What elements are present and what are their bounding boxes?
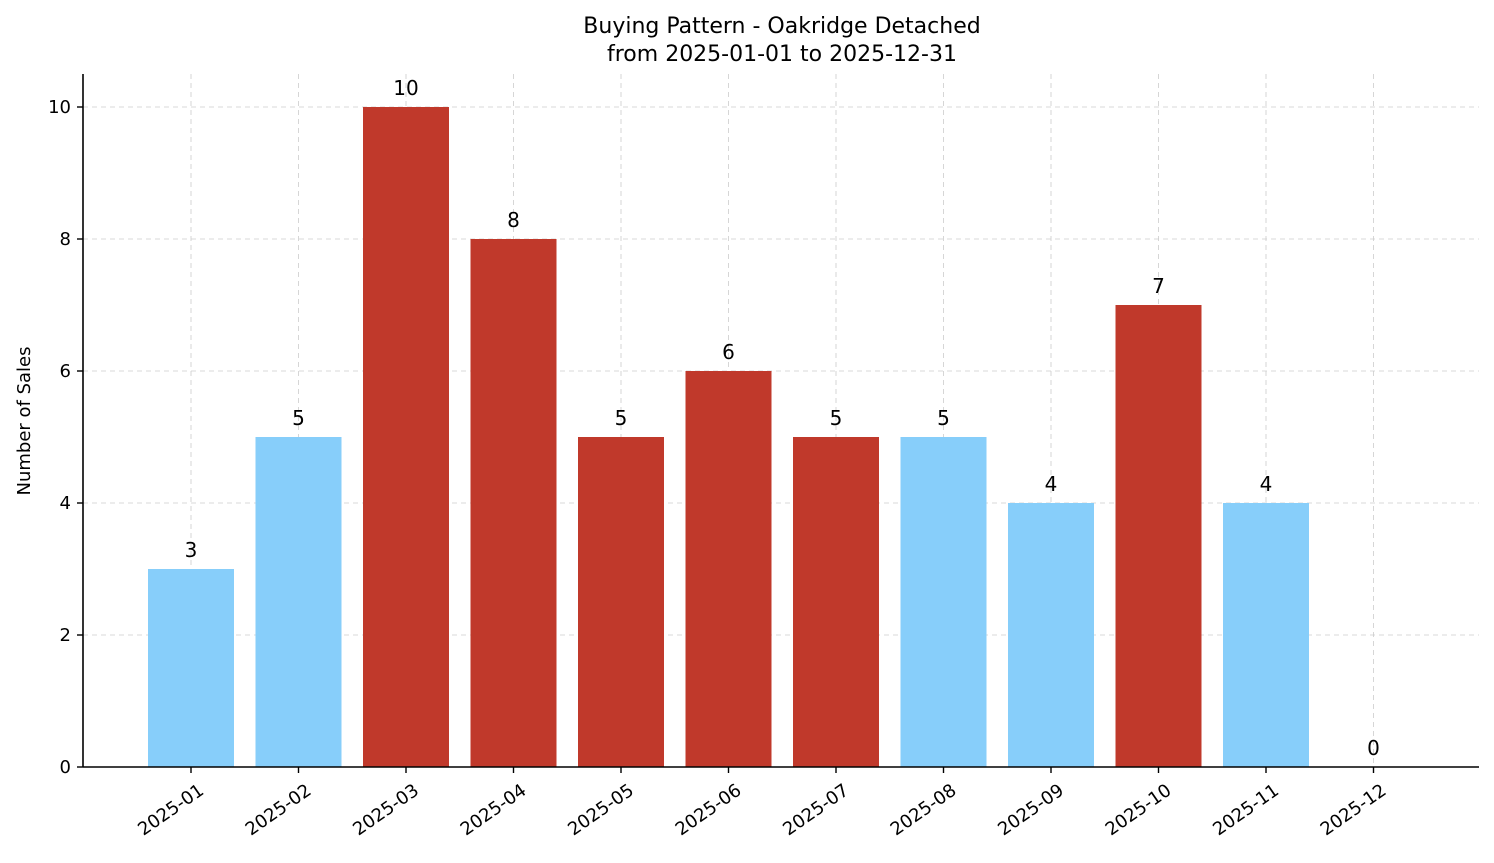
bar-2025-10	[1115, 305, 1202, 767]
x-tick-label: 2025-07	[779, 780, 853, 840]
data-label-2025-02: 5	[292, 406, 305, 430]
bar-2025-03	[363, 107, 449, 767]
axes	[77, 74, 1479, 773]
data-label-2025-10: 7	[1152, 274, 1165, 298]
data-label-2025-11: 4	[1260, 472, 1273, 496]
y-tick-label: 8	[60, 229, 71, 250]
y-tick-label: 0	[60, 757, 71, 778]
x-tick-label: 2025-10	[1102, 780, 1176, 840]
data-label-2025-06: 6	[722, 340, 735, 364]
data-label-2025-05: 5	[615, 406, 628, 430]
x-tick-label: 2025-04	[457, 780, 531, 840]
data-label-2025-07: 5	[830, 406, 843, 430]
x-tick-label: 2025-11	[1209, 780, 1283, 840]
x-tick-label: 2025-02	[242, 780, 316, 840]
chart-subtitle: from 2025-01-01 to 2025-12-31	[607, 42, 957, 67]
y-tick-label: 2	[60, 625, 71, 646]
bar-2025-06	[685, 371, 772, 767]
bar-2025-02	[255, 437, 342, 767]
data-label-2025-03: 10	[393, 76, 418, 100]
chart-title: Buying Pattern - Oakridge Detached	[583, 14, 980, 39]
data-label-2025-12: 0	[1367, 736, 1380, 760]
bar-2025-07	[793, 437, 879, 767]
y-axis-label: Number of Sales	[14, 346, 35, 495]
bar-2025-09	[1008, 503, 1094, 767]
x-tick-label: 2025-03	[349, 780, 423, 840]
bars	[148, 107, 1309, 767]
x-tick-label: 2025-06	[672, 780, 746, 840]
data-label-2025-04: 8	[507, 208, 520, 232]
x-tick-label: 2025-09	[994, 780, 1068, 840]
x-tick-label: 2025-08	[887, 780, 961, 840]
data-label-2025-08: 5	[937, 406, 950, 430]
y-tick-label: 4	[60, 493, 71, 514]
bar-2025-08	[900, 437, 987, 767]
bar-2025-01	[148, 569, 234, 767]
data-label-2025-01: 3	[185, 538, 198, 562]
bar-2025-05	[578, 437, 664, 767]
x-tick-label: 2025-01	[134, 780, 208, 840]
y-tick-label: 10	[48, 97, 71, 118]
x-tick-label: 2025-05	[564, 780, 638, 840]
bar-2025-04	[470, 239, 557, 767]
y-tick-label: 6	[60, 361, 71, 382]
bar-2025-11	[1223, 503, 1309, 767]
data-label-2025-09: 4	[1045, 472, 1058, 496]
x-tick-label: 2025-12	[1317, 780, 1391, 840]
